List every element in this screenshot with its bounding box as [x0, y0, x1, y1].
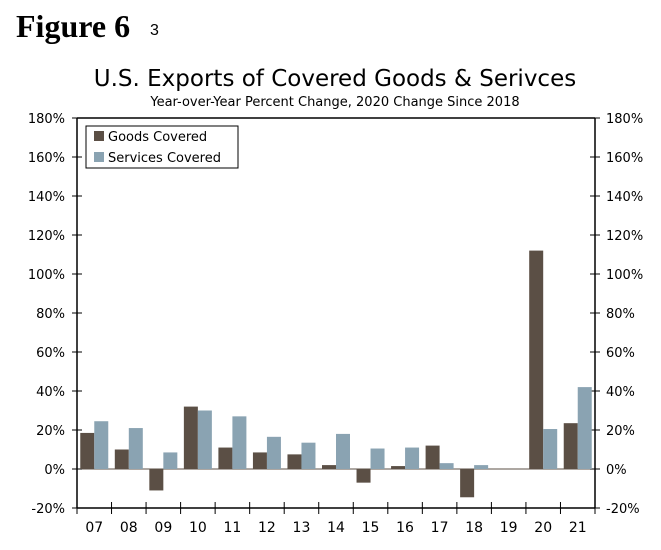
y-tick-label-left: 120%	[28, 229, 65, 244]
y-tick-label-left: -20%	[31, 502, 65, 517]
y-tick-label-right: -20%	[606, 502, 640, 517]
bar-goods-18	[460, 469, 475, 498]
figure-footnote: 3	[150, 22, 159, 39]
bar-goods-21	[563, 423, 578, 469]
bar-goods-20	[529, 250, 544, 469]
x-tick-label: 12	[258, 520, 276, 536]
bar-services-13	[301, 442, 316, 469]
legend-label-services: Services Covered	[108, 151, 221, 166]
y-tick-label-left: 160%	[28, 151, 65, 166]
x-tick-label: 14	[327, 520, 345, 536]
bar-services-11	[232, 416, 247, 469]
legend-label-goods: Goods Covered	[108, 130, 207, 145]
bar-goods-15	[356, 469, 371, 483]
y-tick-label-left: 100%	[28, 268, 65, 283]
bar-goods-11	[218, 447, 233, 469]
bar-services-18	[474, 465, 489, 469]
y-tick-label-right: 20%	[606, 424, 635, 439]
x-tick-label: 13	[293, 520, 311, 536]
x-tick-label: 08	[120, 520, 138, 536]
bar-goods-17	[425, 445, 440, 469]
bar-services-16	[405, 447, 420, 469]
x-tick-label: 17	[431, 520, 449, 536]
y-tick-label-right: 180%	[606, 112, 643, 127]
y-tick-label-right: 140%	[606, 190, 643, 205]
bar-goods-09	[149, 469, 164, 491]
bar-services-21	[577, 387, 592, 469]
x-tick-label: 20	[534, 520, 552, 536]
bar-goods-07	[80, 432, 95, 469]
x-tick-label: 16	[396, 520, 414, 536]
y-tick-label-right: 40%	[606, 385, 635, 400]
bar-goods-13	[287, 454, 302, 469]
bar-services-09	[163, 452, 178, 469]
x-tick-label: 10	[189, 520, 207, 536]
x-tick-label: 07	[85, 520, 103, 536]
bar-goods-10	[183, 406, 198, 469]
bar-goods-16	[391, 466, 406, 469]
bar-goods-12	[252, 452, 267, 469]
legend-swatch-services	[94, 152, 104, 162]
y-tick-label-left: 80%	[36, 307, 65, 322]
y-tick-label-right: 60%	[606, 346, 635, 361]
x-tick-label: 21	[569, 520, 587, 536]
bar-services-07	[94, 421, 109, 469]
y-tick-label-right: 0%	[606, 463, 627, 478]
bar-services-10	[197, 410, 212, 469]
y-tick-label-right: 120%	[606, 229, 643, 244]
x-tick-label: 19	[500, 520, 518, 536]
figure-label: Figure 6	[16, 8, 131, 44]
y-tick-label-left: 140%	[28, 190, 65, 205]
bar-services-20	[543, 429, 558, 469]
y-tick-label-left: 0%	[44, 463, 65, 478]
x-tick-label: 15	[362, 520, 380, 536]
bar-services-08	[128, 428, 143, 469]
y-tick-label-left: 60%	[36, 346, 65, 361]
legend-swatch-goods	[94, 131, 104, 141]
y-tick-label-right: 100%	[606, 268, 643, 283]
bar-services-15	[370, 448, 385, 469]
bar-services-12	[266, 436, 281, 469]
bar-goods-08	[114, 449, 129, 469]
y-tick-label-left: 40%	[36, 385, 65, 400]
y-tick-label-left: 20%	[36, 424, 65, 439]
chart-subtitle: Year-over-Year Percent Change, 2020 Chan…	[149, 95, 519, 110]
y-tick-label-right: 160%	[606, 151, 643, 166]
y-tick-label-right: 80%	[606, 307, 635, 322]
bar-goods-14	[322, 465, 336, 469]
bar-services-14	[336, 433, 350, 469]
legend-box	[85, 125, 239, 169]
x-tick-label: 18	[465, 520, 483, 536]
bar-services-17	[439, 463, 454, 469]
x-tick-label: 09	[154, 520, 172, 536]
x-tick-label: 11	[223, 520, 241, 536]
y-tick-label-left: 180%	[28, 112, 65, 127]
chart-title: U.S. Exports of Covered Goods & Serivces	[94, 66, 576, 92]
legend: Goods Covered Services Covered	[85, 125, 239, 169]
